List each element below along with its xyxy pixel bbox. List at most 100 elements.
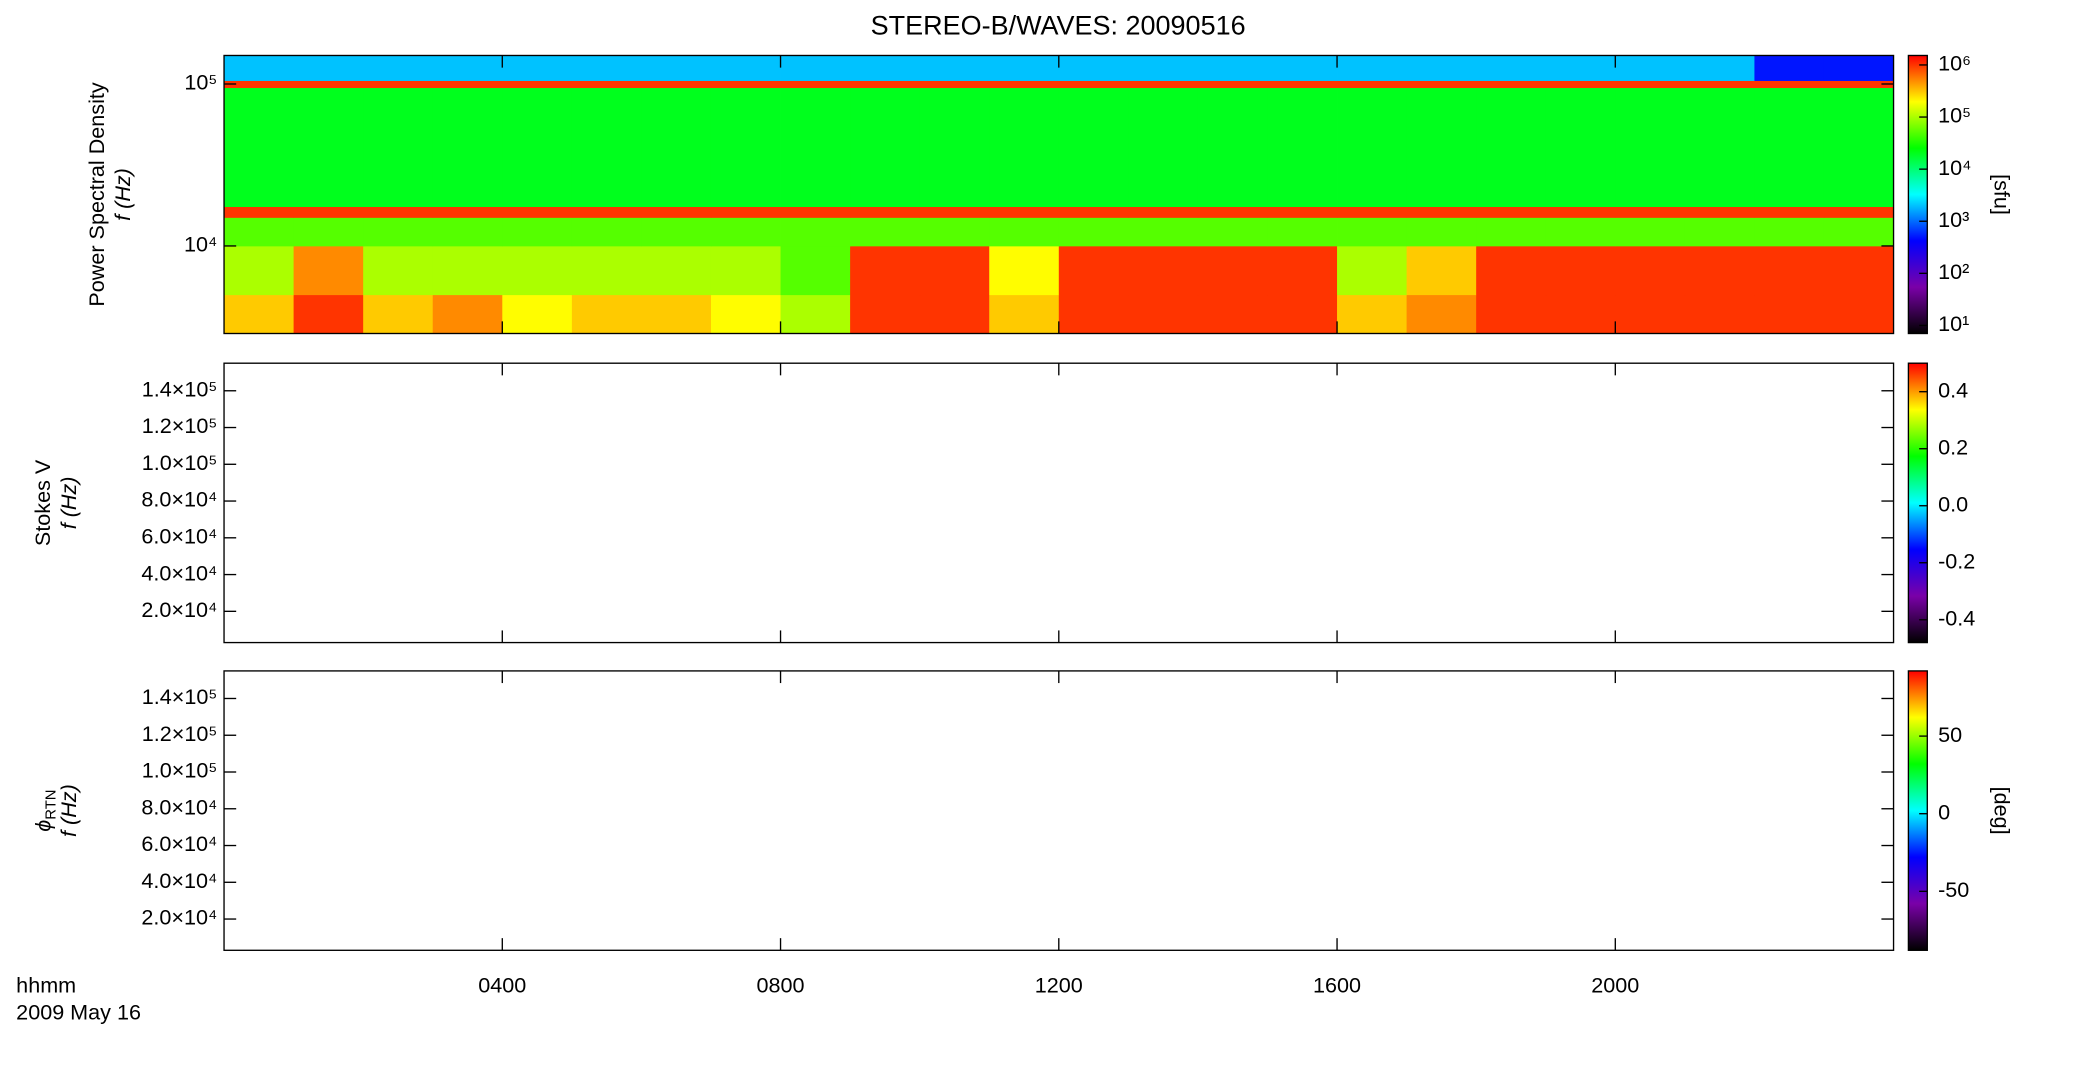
colorbar-tick-label: -50: [1938, 877, 1969, 902]
spectrogram-cell: [1058, 245, 1129, 296]
spectrogram-cell: [502, 55, 573, 81]
spectrogram-cell: [1545, 80, 1616, 89]
spectrogram-cell: [1337, 55, 1408, 81]
spectrogram-cell: [850, 55, 921, 81]
spectrogram-cell: [1267, 294, 1338, 334]
spectrogram-cell: [919, 245, 990, 296]
colorbar-label: [sfu]: [1989, 174, 2014, 215]
spectrogram-cell: [1197, 55, 1268, 81]
y-axis-label: Stokes V: [30, 459, 55, 546]
spectrogram-cell: [363, 206, 434, 218]
y-tick-label: 10⁵: [184, 70, 217, 95]
spectrogram-cell: [780, 245, 851, 296]
spectrogram-cell: [363, 87, 434, 207]
spectrogram-cell: [641, 206, 712, 218]
spectrogram-cell: [1684, 80, 1755, 89]
spectrogram-cell: [1684, 55, 1755, 81]
spectrogram-cell: [432, 80, 503, 89]
spectrogram-cell: [1684, 294, 1755, 334]
spectrogram-cell: [502, 87, 573, 207]
spectrogram-cell: [850, 206, 921, 218]
spectrogram-cell: [1197, 87, 1268, 207]
spectrogram-cell: [1615, 217, 1686, 247]
spectrogram-cell: [571, 87, 642, 207]
spectrogram-cell: [1823, 80, 1894, 89]
y-tick-label: 1.0×10⁵: [142, 758, 218, 783]
y-axis-unit: f (Hz): [110, 168, 135, 221]
spectrogram-cell: [293, 55, 364, 81]
spectrogram-cell: [1754, 80, 1825, 89]
spectrogram-cell: [1267, 55, 1338, 81]
spectrogram-cell: [224, 217, 295, 247]
spectrogram-cell: [571, 217, 642, 247]
spectrogram-cell: [1823, 206, 1894, 218]
spectrogram-cell: [224, 55, 295, 81]
spectrogram-cell: [1128, 217, 1199, 247]
spectrogram-cell: [1476, 55, 1547, 81]
spectrogram-cell: [293, 217, 364, 247]
spectrogram-cell: [502, 294, 573, 334]
spectrogram-cell: [710, 245, 781, 296]
spectrogram-cell: [1197, 206, 1268, 218]
colorbar-tick-label: 0.2: [1938, 434, 1968, 459]
spectrogram-cell: [432, 245, 503, 296]
spectrogram-cell: [1615, 245, 1686, 296]
spectrogram-cell: [224, 87, 295, 207]
spectrogram-cell: [1545, 245, 1616, 296]
spectrogram-cell: [1684, 206, 1755, 218]
spectrogram-cell: [780, 80, 851, 89]
spectrogram-cell: [1754, 55, 1825, 81]
spectrogram-cell: [989, 87, 1060, 207]
spectrogram-cell: [850, 245, 921, 296]
spectrogram-cell: [1197, 245, 1268, 296]
spectrogram-cell: [710, 80, 781, 89]
spectrogram-cell: [1823, 217, 1894, 247]
spectrogram-cell: [1128, 245, 1199, 296]
colorbar: [1907, 362, 1928, 644]
y-tick-label: 1.2×10⁵: [142, 721, 218, 746]
spectrogram-cell: [641, 55, 712, 81]
spectrogram-cell: [1337, 245, 1408, 296]
spectrogram-cell: [1545, 217, 1616, 247]
spectrogram-cell: [1406, 245, 1477, 296]
spectrogram-cell: [710, 87, 781, 207]
y-tick-label: 1.2×10⁵: [142, 413, 218, 438]
y-axis-unit: f (Hz): [56, 477, 81, 530]
spectrogram-cell: [780, 55, 851, 81]
chart-title: STEREO-B/WAVES: 20090516: [871, 10, 1246, 40]
spectrogram-cell: [1823, 245, 1894, 296]
spectrogram-cell: [989, 206, 1060, 218]
spectrogram-cell: [1615, 294, 1686, 334]
colorbar-tick-label: 10³: [1938, 207, 1969, 232]
spectrogram-cell: [1476, 294, 1547, 334]
spectrogram-cell: [1823, 55, 1894, 81]
spectrogram-cell: [919, 294, 990, 334]
y-tick-label: 10⁴: [184, 232, 217, 257]
spectrogram-cell: [919, 55, 990, 81]
spectrogram-cell: [1615, 55, 1686, 81]
spectrogram-cell: [1754, 206, 1825, 218]
spectrogram-cell: [710, 206, 781, 218]
spectrogram-cell: [1823, 87, 1894, 207]
spectrogram-cell: [850, 87, 921, 207]
y-tick-label: 1.0×10⁵: [142, 450, 218, 475]
spectrogram-cell: [1476, 87, 1547, 207]
spectrogram-cell: [363, 294, 434, 334]
spectrogram-cell: [780, 206, 851, 218]
x-tick-label: 1600: [1313, 972, 1361, 997]
spectrogram-cell: [1128, 87, 1199, 207]
spectrogram-cell: [919, 217, 990, 247]
colorbar-tick-label: 10²: [1938, 259, 1969, 284]
spectrogram-cell: [989, 294, 1060, 334]
spectrogram-cell: [1545, 294, 1616, 334]
date-label: 2009 May 16: [16, 999, 141, 1024]
colorbar-tick-label: 0: [1938, 799, 1950, 824]
spectrogram-cell: [1406, 87, 1477, 207]
spectrogram-cell: [1058, 55, 1129, 81]
y-tick-label: 2.0×10⁴: [141, 597, 217, 622]
spectrogram-cell: [710, 55, 781, 81]
spectrogram-cell: [1823, 294, 1894, 334]
y-tick-label: 4.0×10⁴: [141, 868, 217, 893]
spectrogram-cell: [432, 87, 503, 207]
spectrogram-cell: [432, 206, 503, 218]
